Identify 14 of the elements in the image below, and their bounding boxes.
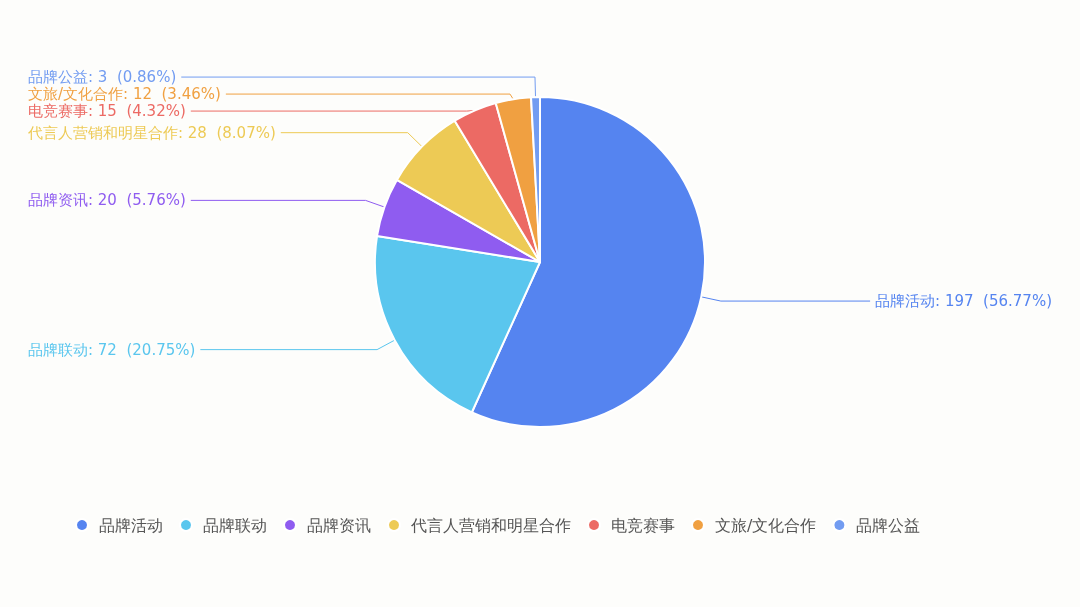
- legend-label: 电竞赛事: [611, 515, 675, 535]
- category-label: 品牌资讯: 20 (5.76%): [28, 191, 186, 210]
- category-label: 品牌活动: 197 (56.77%): [875, 292, 1052, 311]
- legend-label: 品牌资讯: [307, 515, 371, 535]
- legend-label: 品牌联动: [203, 515, 267, 535]
- category-label: 文旅/文化合作: 12 (3.46%): [28, 85, 221, 104]
- category-label: 电竞赛事: 15 (4.32%): [28, 102, 186, 121]
- legend-label: 品牌活动: [99, 515, 163, 535]
- category-label: 代言人营销和明星合作: 28 (8.07%): [28, 123, 276, 142]
- legend-label: 品牌公益: [856, 515, 921, 535]
- legend-label: 文旅/文化合作: [715, 515, 817, 535]
- legend-label: 代言人营销和明星合作: [410, 515, 571, 535]
- category-label: 品牌联动: 72 (20.75%): [28, 340, 196, 359]
- category-label: 品牌公益: 3 (0.86%): [28, 68, 177, 87]
